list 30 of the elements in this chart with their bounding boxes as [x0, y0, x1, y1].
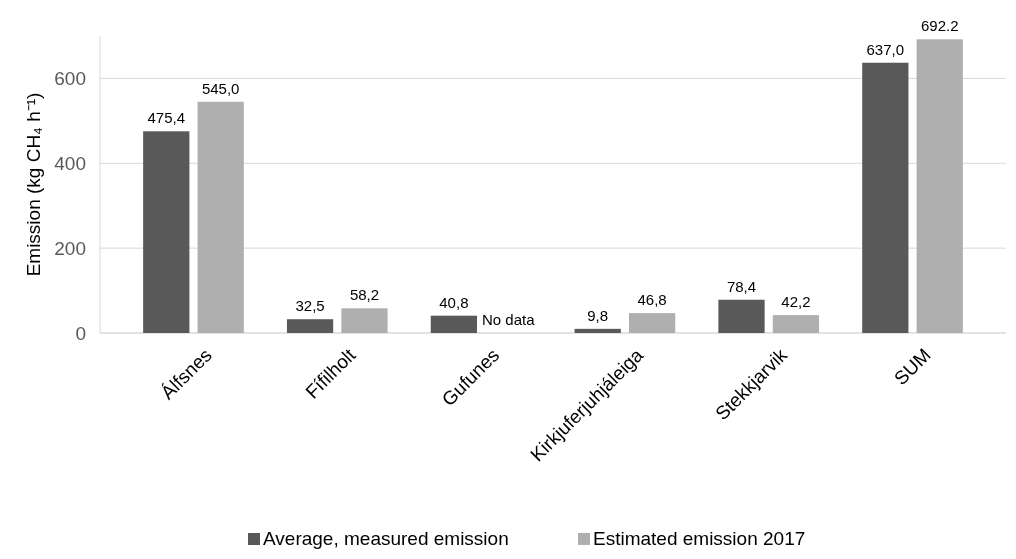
bar: [286, 319, 334, 333]
data-label: 475,4: [147, 109, 186, 127]
text: No data: [482, 311, 535, 328]
bar: [574, 328, 621, 333]
y-tick-label: 200: [54, 237, 86, 259]
data-label: 32,5: [295, 297, 325, 315]
bar: [772, 315, 820, 333]
bar: [430, 315, 478, 333]
legend-label: Average, measured emission: [263, 528, 509, 549]
data-label: 545,0: [201, 79, 240, 97]
bar: [628, 313, 676, 333]
bar: [718, 299, 765, 333]
bar: [197, 101, 244, 333]
bar: [916, 39, 963, 333]
data-label: 58,2: [349, 286, 380, 304]
data-label: 9,8: [587, 306, 609, 324]
data-label: 42,2: [781, 293, 811, 311]
data-label: 692.2: [920, 17, 959, 35]
data-label: 637,0: [866, 40, 905, 58]
y-axis-title: Emission (kg CH₄ h⁻¹): [23, 92, 44, 277]
legend-label: Estimated emission 2017: [593, 528, 806, 549]
bar: [341, 308, 388, 333]
y-tick-label: 0: [75, 322, 86, 344]
data-label: 40,8: [439, 293, 469, 311]
bar: [143, 131, 190, 333]
data-label: 46,8: [637, 291, 667, 309]
y-tick-label: 400: [54, 152, 86, 174]
data-label: 78,4: [726, 277, 757, 295]
y-tick-label: 600: [54, 68, 86, 90]
bar: [862, 62, 909, 333]
